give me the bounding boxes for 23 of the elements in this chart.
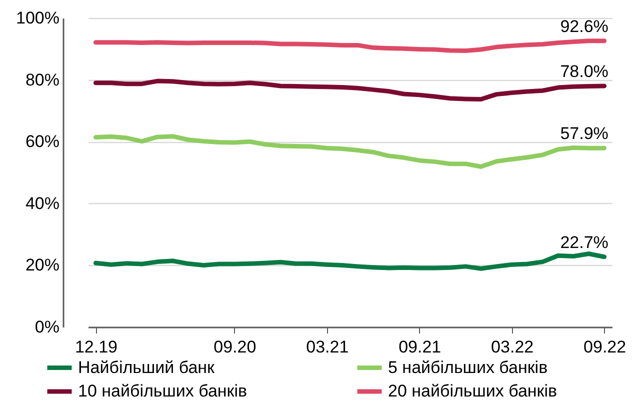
x-tick-label: 03.21 — [306, 338, 349, 356]
line-series — [93, 252, 607, 271]
x-tick-label: 09.21 — [398, 338, 442, 356]
legend-label: 5 найбільших банків — [388, 358, 548, 377]
line-series — [93, 78, 607, 102]
x-tick-label: 09.22 — [584, 338, 626, 356]
legend-label: Найбільший банк — [78, 358, 216, 377]
y-tick-label: 20% — [25, 256, 60, 275]
data-label: 57.9% — [560, 124, 608, 144]
y-tick-label: 80% — [25, 70, 60, 90]
y-tick-label: 40% — [25, 194, 60, 213]
data-label: 78.0% — [560, 62, 608, 81]
data-label: 92.6% — [560, 16, 608, 36]
legend-label: 20 найбільших банків — [388, 382, 558, 400]
x-tick-label: 03.22 — [491, 338, 534, 356]
y-tick-label: 60% — [25, 132, 60, 152]
line-series — [93, 38, 607, 54]
legend-label: 10 найбільших банків — [78, 382, 248, 400]
x-tick-label: 09.20 — [214, 338, 256, 356]
y-tick-label: 100% — [16, 8, 60, 28]
y-tick-label: 0% — [34, 318, 60, 336]
data-label: 22.7% — [560, 232, 608, 252]
x-tick-label: 12.19 — [74, 338, 118, 356]
